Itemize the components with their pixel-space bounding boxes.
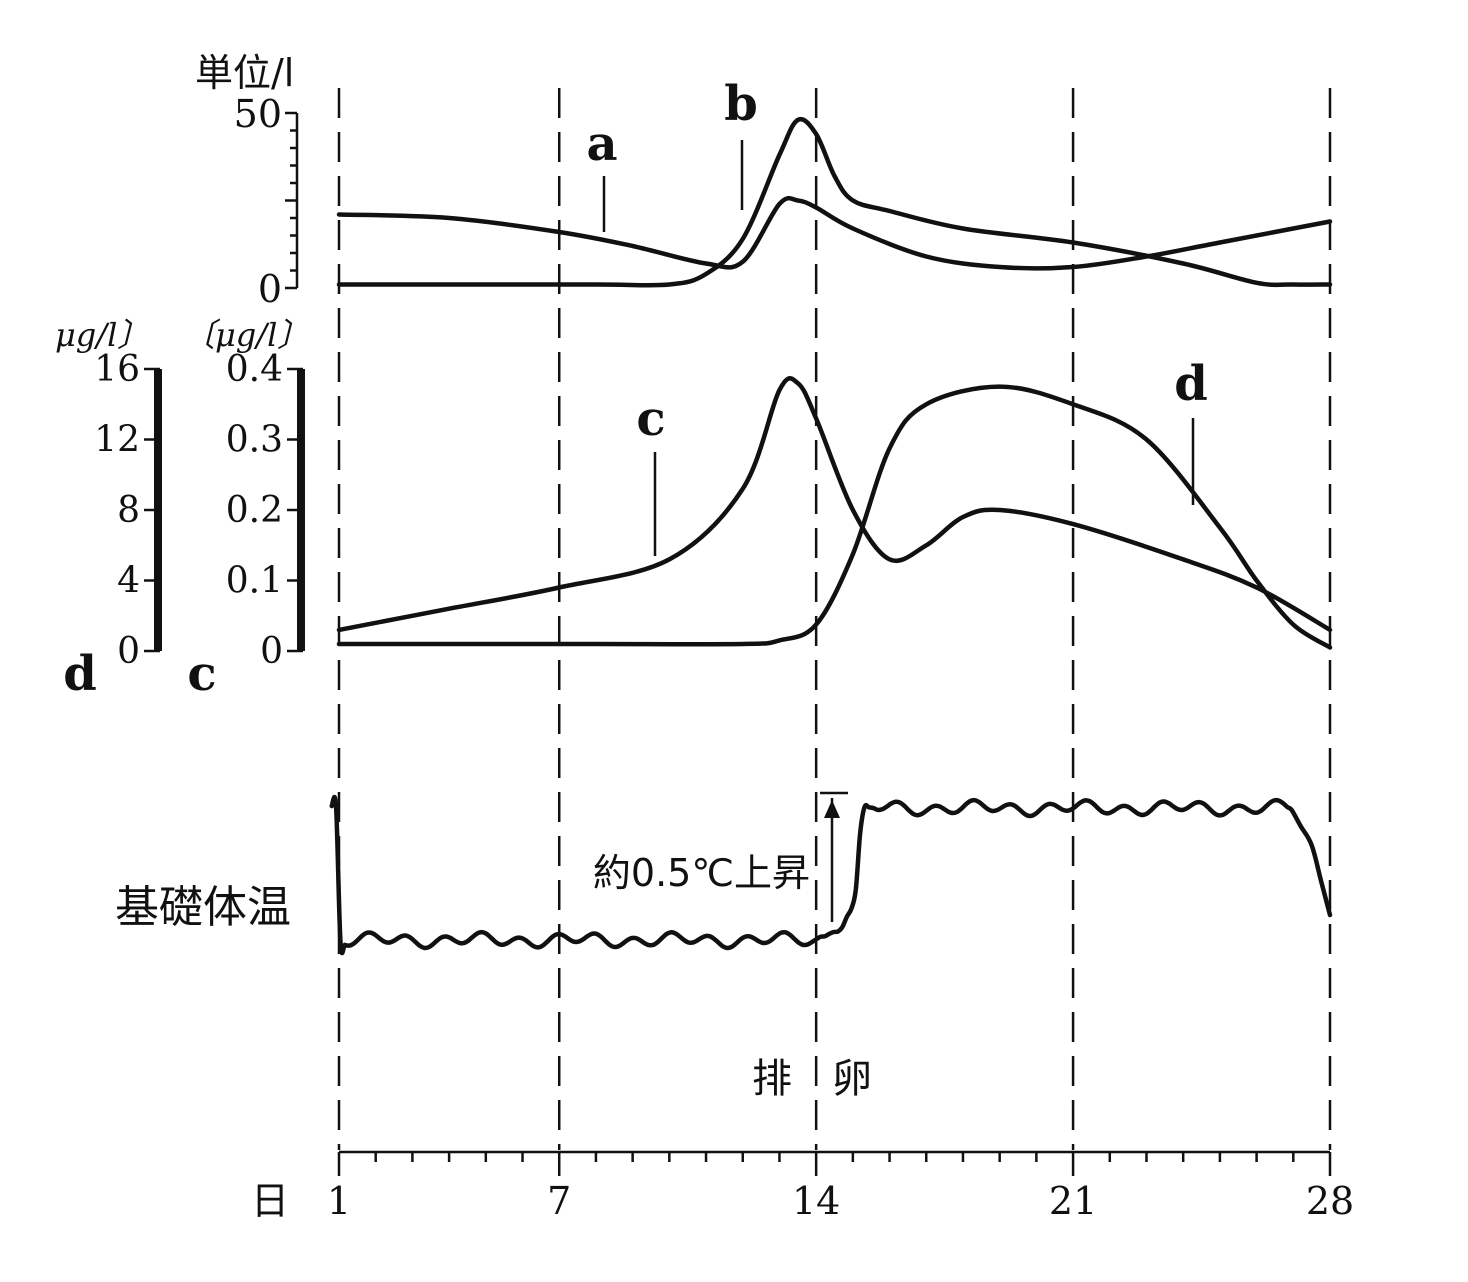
series-b-label: b [724,76,758,132]
x-axis: 日 1 7 14 21 28 [251,1150,1354,1223]
c-axis-tick-label: 0.1 [226,561,283,602]
d-axis-unit: μg/l〕 [55,316,149,354]
c-axis-tick-label: 0.3 [226,420,283,461]
top-y-unit-label: 単位/l [195,51,294,95]
x-tick-label: 7 [547,1179,571,1223]
c-axis-tick-label: 0.4 [226,349,283,390]
top-y-tick-50: 50 [234,92,282,136]
d-axis-tick-label: 0 [117,631,140,672]
x-axis-tick-labels: 1 7 14 21 28 [327,1179,1354,1223]
series-d-label: d [1174,356,1208,412]
series-d-line [336,384,1333,650]
top-panel: 単位/l 50 0 a b [195,51,1333,311]
top-y-tick-0: 0 [258,267,282,311]
temperature-line [329,794,1333,956]
d-axis-label: d [63,646,97,702]
rise-arrow-head [824,800,840,818]
x-tick-label: 28 [1306,1179,1354,1223]
c-axis-unit: 〔μg/l〕 [183,316,309,354]
d-axis-tick-label: 4 [117,561,140,602]
c-axis-label: c [187,646,216,702]
middle-panel: μg/l〕 〔μg/l〕 0 4 8 12 16 0 0.1 0.2 0.3 0.4 d c c… [55,316,1333,702]
x-axis-label: 日 [251,1179,289,1223]
x-tick-label: 1 [327,1179,351,1223]
series-a-label: a [586,116,617,172]
x-tick-label: 21 [1049,1179,1097,1223]
x-tick-label: 14 [792,1179,840,1223]
c-axis-tick-label: 0.2 [226,490,283,531]
rise-annotation: 約0.5℃上昇 [593,851,810,895]
day-reference-lines [337,88,1332,1150]
c-axis-tick-label: 0 [260,631,283,672]
ovulation-label: 排 卵 [752,1056,872,1102]
d-axis-tick-label: 16 [94,349,140,390]
d-axis-ticks: 0 4 8 12 16 [94,349,160,672]
c-axis-ticks: 0 0.1 0.2 0.3 0.4 [226,349,303,672]
d-axis-tick-label: 8 [117,490,140,531]
series-c-label: c [636,391,665,447]
temperature-label: 基礎体温 [115,882,291,933]
top-y-ticks [285,111,297,290]
series-a-line [336,195,1333,271]
bottom-panel: 基礎体温 約0.5℃上昇 排 卵 [115,791,1333,1102]
series-c-line [336,376,1333,633]
series-b-line [336,116,1333,288]
d-axis-tick-label: 12 [94,420,140,461]
x-axis-minor-ticks [337,1152,1332,1176]
